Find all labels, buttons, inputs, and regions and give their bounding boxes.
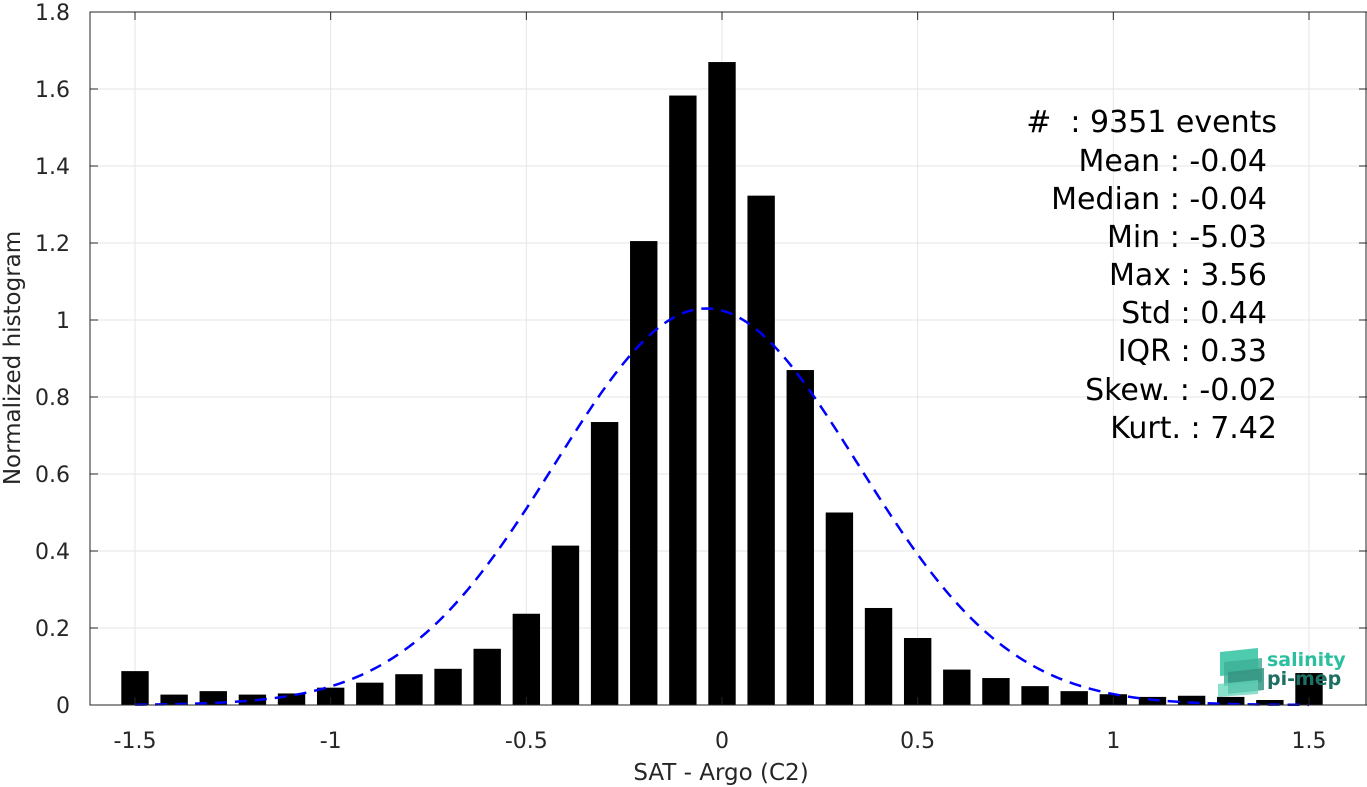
x-tick-label: -0.5 (505, 729, 548, 754)
stat-std: Std : 0.44 (1121, 296, 1267, 331)
histogram-bar (316, 687, 345, 705)
histogram-bar (903, 638, 932, 705)
y-tick-label: 0.2 (35, 617, 70, 642)
y-tick-label: 1.8 (35, 1, 70, 26)
stat-min: Min : -5.03 (1107, 220, 1267, 255)
histogram-bar (590, 422, 619, 705)
plot-frame (89, 11, 1367, 706)
histogram-bar (708, 62, 736, 706)
stat-kurt: Kurt. : 7.42 (1110, 411, 1277, 446)
stat-count: # : 9351 events (1026, 105, 1277, 140)
x-axis-ticks: -1.5 -1 -0.5 0 0.5 1 1.5 (114, 12, 1327, 754)
histogram-bar (551, 545, 580, 705)
histogram-bar (1217, 696, 1245, 705)
histogram-bar (1060, 691, 1088, 705)
x-tick-label: 0.5 (900, 729, 935, 754)
histogram-bar (238, 694, 267, 705)
histogram-bar (786, 370, 814, 705)
histogram-bar (1256, 699, 1284, 705)
histogram-bars (121, 62, 1323, 706)
y-axis-label: Normalized histogram (0, 231, 26, 485)
histogram-bar (160, 694, 188, 705)
salinity-pi-mep-logo: salinity pi-mep (1218, 648, 1346, 697)
histogram-bar (1021, 686, 1049, 705)
y-tick-label: 0.8 (35, 386, 70, 411)
histogram-bar (277, 693, 306, 705)
y-tick-label: 1.4 (35, 155, 70, 180)
histogram-bar (434, 668, 462, 705)
histogram-bar (630, 241, 658, 705)
y-tick-label: 0 (56, 694, 70, 719)
logo-text-pi-mep: pi-mep (1267, 668, 1341, 690)
x-tick-label: 0 (715, 729, 729, 754)
histogram-bar (825, 512, 854, 705)
x-tick-label: -1 (320, 729, 342, 754)
y-tick-label: 1.2 (35, 232, 70, 257)
histogram-bar (395, 674, 423, 705)
histogram-bar (864, 607, 893, 705)
statistics-box: # : 9351 events Mean : -0.04 Median : -0… (1026, 105, 1277, 446)
x-tick-label: 1.5 (1292, 729, 1327, 754)
x-axis-label: SAT - Argo (C2) (633, 760, 808, 786)
y-axis-ticks: 0 0.2 0.4 0.6 0.8 1 1.2 1.4 1.6 1.8 (35, 1, 1367, 719)
gaussian-fit-curve (134, 307, 1310, 707)
y-tick-label: 1 (56, 309, 70, 334)
histogram-bar (356, 682, 384, 705)
histogram-bar (473, 648, 501, 705)
histogram-bar (943, 669, 971, 705)
histogram-bar (512, 613, 541, 705)
stat-iqr: IQR : 0.33 (1118, 334, 1267, 369)
stat-median: Median : -0.04 (1051, 182, 1267, 217)
x-tick-label: 1 (1106, 729, 1120, 754)
x-tick-label: -1.5 (114, 729, 157, 754)
logo-text-salinity: salinity (1267, 649, 1346, 671)
logo-mark-icon (1218, 648, 1264, 697)
y-tick-label: 0.6 (35, 463, 70, 488)
histogram-bar (747, 195, 775, 705)
histogram-bar (1177, 695, 1206, 705)
y-tick-label: 1.6 (35, 78, 70, 103)
stat-max: Max : 3.56 (1109, 258, 1267, 293)
histogram-bar (669, 95, 697, 706)
y-tick-label: 0.4 (35, 540, 70, 565)
stat-skew: Skew. : -0.02 (1085, 373, 1277, 408)
histogram-bar (982, 678, 1010, 705)
stat-mean: Mean : -0.04 (1078, 144, 1267, 179)
